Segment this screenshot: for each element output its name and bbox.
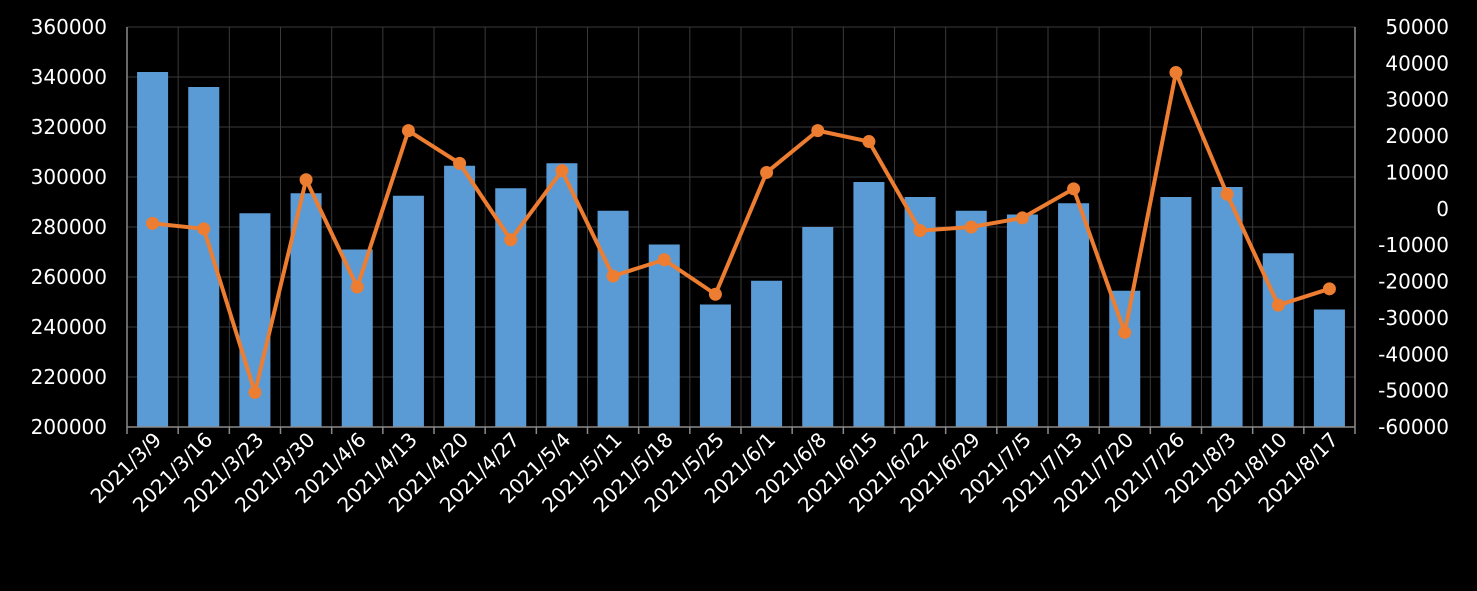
y-axis-right-ticks: 50000 40000 30000 20000 10000 0 -10000 -20000 -3… <box>1378 15 1449 439</box>
line-point <box>1322 282 1336 296</box>
line-point <box>708 287 722 301</box>
y-right-tick-label: -50000 <box>1378 379 1449 403</box>
y-axis-left-ticks: 360000 340000 320000 300000 280000 260000 2400… <box>31 15 107 439</box>
line-series <box>146 65 1336 399</box>
line-point <box>248 385 262 399</box>
y-right-tick-label: 50000 <box>1385 15 1449 39</box>
line-point <box>1169 65 1183 79</box>
bar <box>392 195 424 427</box>
bar <box>955 210 987 427</box>
bar <box>751 280 783 427</box>
bar <box>802 227 834 427</box>
y-right-tick-label: 40000 <box>1385 51 1449 75</box>
bar <box>1109 290 1141 427</box>
line-point <box>862 135 876 149</box>
y-left-tick-label: 240000 <box>31 315 107 339</box>
bar-series <box>137 72 1345 427</box>
bar <box>546 163 578 427</box>
bar <box>341 249 373 427</box>
bar <box>853 182 885 427</box>
bar <box>597 210 629 427</box>
line-point <box>811 124 825 138</box>
line-point <box>504 233 518 247</box>
line-path <box>152 70 1331 395</box>
y-right-tick-label: -20000 <box>1378 270 1449 294</box>
line-point <box>606 269 620 283</box>
line-point <box>197 222 211 236</box>
y-right-tick-label: -60000 <box>1378 415 1449 439</box>
line-point <box>401 124 415 138</box>
bar <box>1211 187 1243 427</box>
bar <box>1313 309 1345 427</box>
y-left-tick-label: 280000 <box>31 215 107 239</box>
y-right-tick-label: -10000 <box>1378 233 1449 257</box>
y-left-tick-label: 260000 <box>31 265 107 289</box>
line-point <box>350 280 364 294</box>
bar <box>1006 214 1038 427</box>
y-right-tick-label: 20000 <box>1385 124 1449 148</box>
y-right-tick-label: -40000 <box>1378 342 1449 366</box>
bar <box>444 165 476 427</box>
axes <box>126 27 1356 434</box>
y-right-tick-label: 10000 <box>1385 160 1449 184</box>
bar <box>648 244 680 427</box>
y-left-tick-label: 320000 <box>31 115 107 139</box>
y-right-tick-label: 0 <box>1436 197 1449 221</box>
line-point <box>453 156 467 170</box>
bar <box>1160 197 1192 427</box>
bar <box>699 304 731 427</box>
y-left-tick-label: 300000 <box>31 165 107 189</box>
y-left-tick-label: 360000 <box>31 15 107 39</box>
line-point <box>1067 182 1081 196</box>
y-left-tick-label: 220000 <box>31 365 107 389</box>
y-right-tick-label: -30000 <box>1378 306 1449 330</box>
y-left-tick-label: 340000 <box>31 65 107 89</box>
line-point <box>964 220 978 234</box>
line-point <box>760 165 774 179</box>
bar <box>137 72 169 427</box>
y-left-tick-label: 200000 <box>31 415 107 439</box>
bar <box>290 193 322 427</box>
line-point <box>913 224 927 238</box>
bar <box>1058 203 1090 427</box>
line-point <box>299 173 313 187</box>
line-point <box>146 216 160 230</box>
line-point <box>1220 187 1234 201</box>
line-point <box>1015 211 1029 225</box>
line-point <box>1271 298 1285 312</box>
y-right-tick-label: 30000 <box>1385 88 1449 112</box>
line-point <box>657 253 671 267</box>
gridlines <box>126 26 1356 428</box>
line-point <box>555 164 569 178</box>
x-axis-tick-labels: 2021/3/92021/3/162021/3/232021/3/302021/… <box>86 428 1343 517</box>
line-point <box>1118 325 1132 339</box>
